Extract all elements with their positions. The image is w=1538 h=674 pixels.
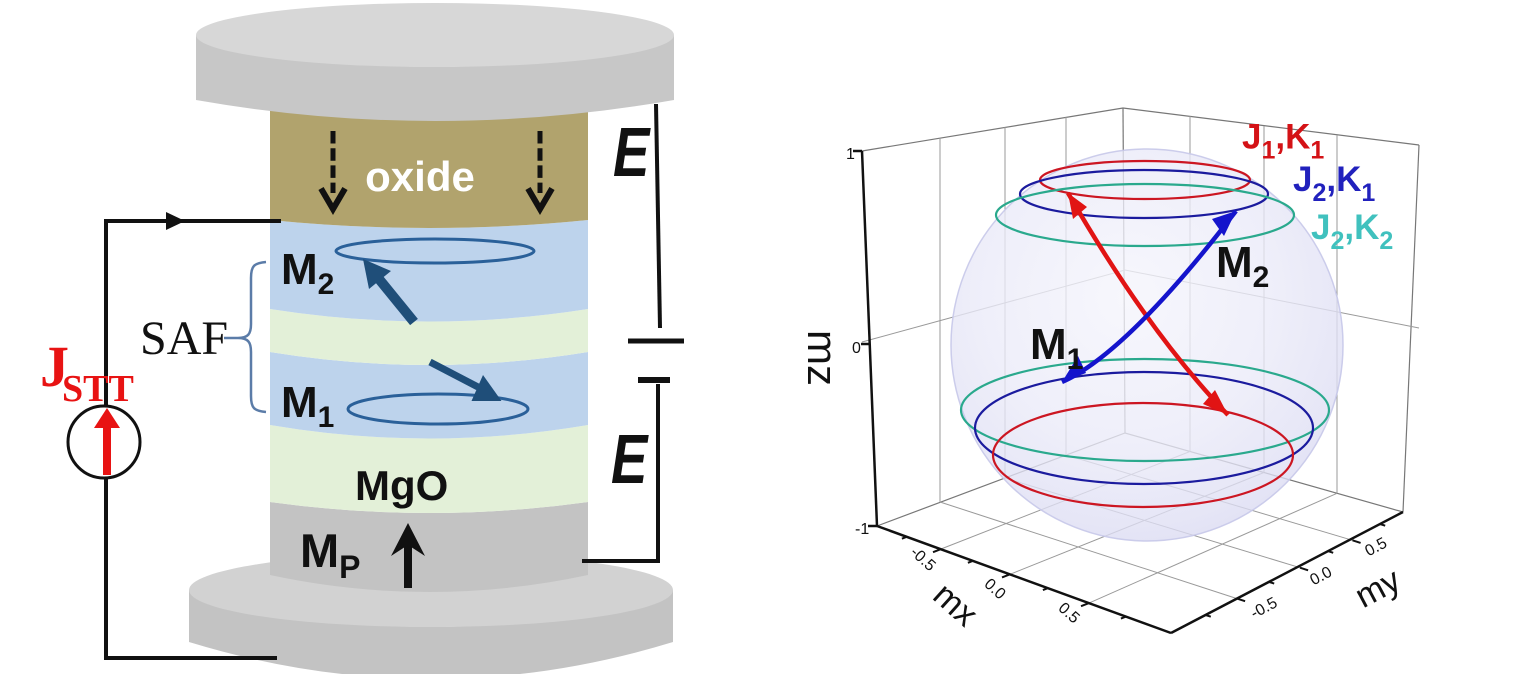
svg-text:0: 0 [852, 340, 861, 357]
svg-text:E: E [611, 421, 649, 499]
svg-text:-1: -1 [855, 521, 869, 538]
svg-text:J: J [40, 334, 69, 399]
svg-text:1: 1 [846, 146, 855, 163]
svg-text:MgO: MgO [355, 462, 448, 509]
svg-text:mz: mz [799, 330, 846, 386]
svg-text:SAF: SAF [140, 312, 228, 365]
svg-text:E: E [613, 114, 651, 192]
svg-text:STT: STT [62, 368, 134, 410]
svg-text:oxide: oxide [365, 153, 475, 200]
svg-text:MP: MP [300, 524, 361, 585]
